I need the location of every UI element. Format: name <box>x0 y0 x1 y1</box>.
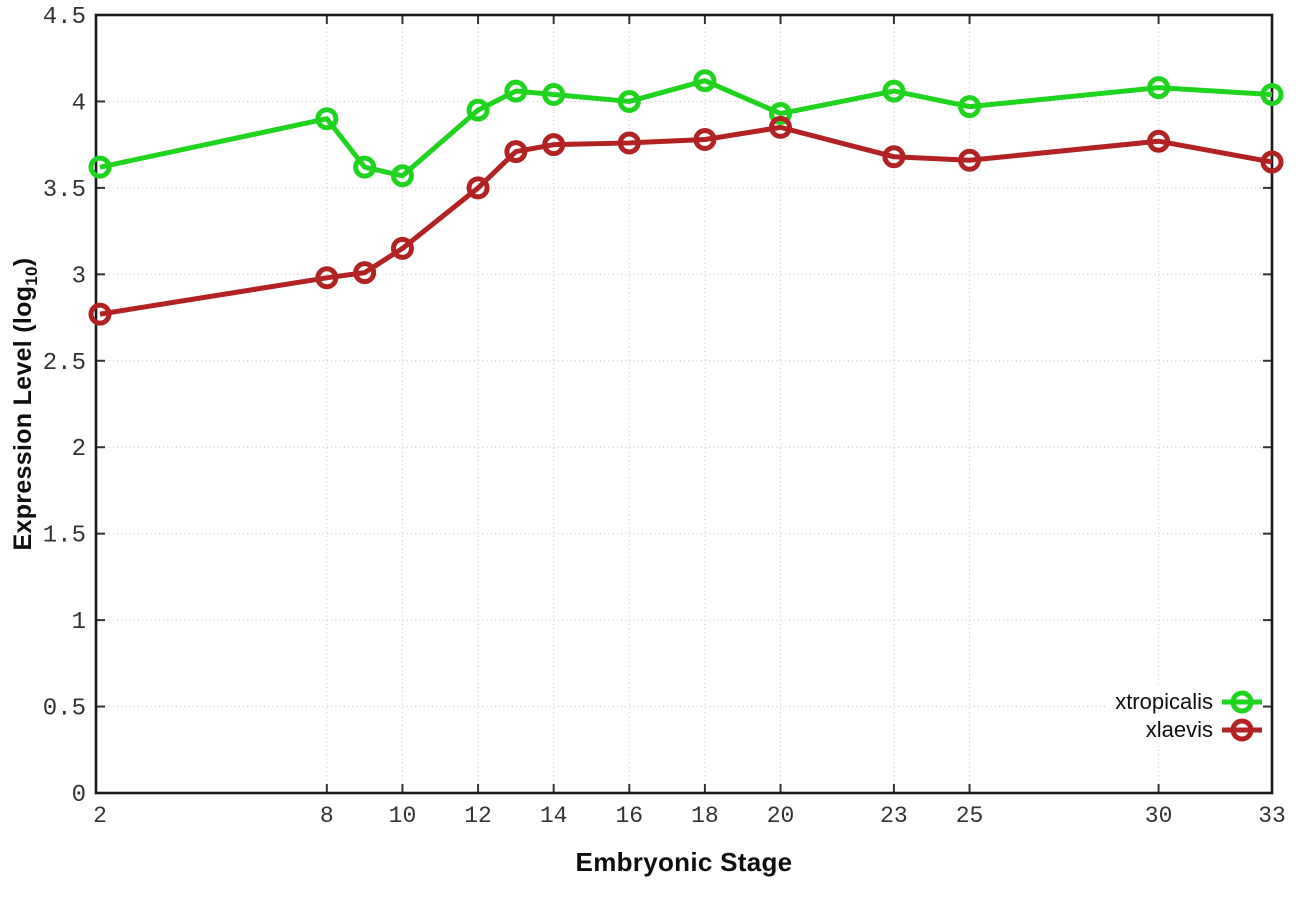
data-point-xlaevis-stage-30 <box>1147 129 1171 153</box>
data-point-xtropicalis-stage-16 <box>617 89 641 113</box>
legend-item-xlaevis: xlaevis <box>1146 716 1263 744</box>
legend-marker-xlaevis <box>1222 718 1262 742</box>
y-tick-label-0.5: 0.5 <box>43 696 86 723</box>
data-point-xlaevis-stage-20 <box>769 115 793 139</box>
x-tick-label-23: 23 <box>880 803 908 829</box>
data-point-xlaevis-stage-13 <box>504 140 528 164</box>
y-axis-title: Expression Level (log10) <box>6 4 41 804</box>
y-axis-title-suffix: ) <box>9 257 37 267</box>
y-tick-label-3: 3 <box>72 263 86 290</box>
data-point-xtropicalis-stage-13 <box>504 79 528 103</box>
x-tick-label-33: 33 <box>1258 803 1286 829</box>
x-tick-label-12: 12 <box>464 803 492 829</box>
data-point-xlaevis-stage-2 <box>88 302 112 326</box>
data-point-xtropicalis-stage-10 <box>390 164 414 188</box>
legend: xtropicalis xlaevis <box>1105 686 1263 746</box>
x-tick-label-18: 18 <box>691 803 719 829</box>
legend-label-xtropicalis: xtropicalis <box>1115 689 1213 714</box>
x-tick-label-8: 8 <box>320 803 334 829</box>
y-tick-label-4.5: 4.5 <box>43 4 86 31</box>
data-point-xtropicalis-stage-8 <box>315 107 339 131</box>
x-tick-label-2: 2 <box>93 803 107 829</box>
y-tick-label-0: 0 <box>72 782 86 809</box>
x-tick-label-10: 10 <box>389 803 417 829</box>
data-point-xtropicalis-stage-23 <box>882 79 906 103</box>
data-point-xlaevis-stage-16 <box>617 131 641 155</box>
plot-border <box>94 13 1274 795</box>
data-point-xlaevis-stage-9 <box>353 261 377 285</box>
y-axis-title-text: Expression Level (log <box>9 285 37 551</box>
data-point-xlaevis-stage-12 <box>466 176 490 200</box>
y-tick-label-3.5: 3.5 <box>43 177 86 204</box>
x-tick-label-25: 25 <box>956 803 984 829</box>
y-axis-title-subscript: 10 <box>22 266 41 286</box>
series-line-xtropicalis <box>99 78 1273 179</box>
data-point-xtropicalis-stage-33 <box>1260 83 1284 107</box>
legend-item-xtropicalis: xtropicalis <box>1115 688 1263 716</box>
series-line-xlaevis <box>99 124 1273 317</box>
y-tick-label-4: 4 <box>72 90 86 117</box>
data-point-xtropicalis-stage-25 <box>958 95 982 119</box>
y-tick-label-2: 2 <box>72 436 86 463</box>
x-axis-title: Embryonic Stage <box>575 847 793 877</box>
data-point-xlaevis-stage-33 <box>1260 150 1284 174</box>
data-point-xtropicalis-stage-9 <box>353 155 377 179</box>
data-point-xlaevis-stage-8 <box>315 266 339 290</box>
y-tick-label-1: 1 <box>72 609 86 636</box>
data-point-xtropicalis-stage-30 <box>1147 76 1171 100</box>
y-tick-label-1.5: 1.5 <box>43 523 86 550</box>
data-point-xlaevis-stage-25 <box>958 148 982 172</box>
x-tick-label-20: 20 <box>767 803 795 829</box>
legend-marker-xtropicalis <box>1222 690 1262 714</box>
y-tick-label-2.5: 2.5 <box>43 350 86 377</box>
data-point-xtropicalis-stage-20 <box>769 102 793 126</box>
data-point-xtropicalis-stage-14 <box>542 83 566 107</box>
data-point-xlaevis-stage-10 <box>390 236 414 260</box>
data-point-xtropicalis-stage-2 <box>88 155 112 179</box>
data-point-xlaevis-stage-14 <box>542 133 566 157</box>
data-point-xlaevis-stage-18 <box>693 127 717 151</box>
legend-label-xlaevis: xlaevis <box>1145 717 1213 742</box>
data-point-xtropicalis-stage-18 <box>693 69 717 93</box>
x-tick-label-30: 30 <box>1145 803 1173 829</box>
x-tick-label-16: 16 <box>615 803 643 829</box>
data-point-xtropicalis-stage-12 <box>466 98 490 122</box>
data-point-xlaevis-stage-23 <box>882 145 906 169</box>
x-tick-label-14: 14 <box>540 803 568 829</box>
